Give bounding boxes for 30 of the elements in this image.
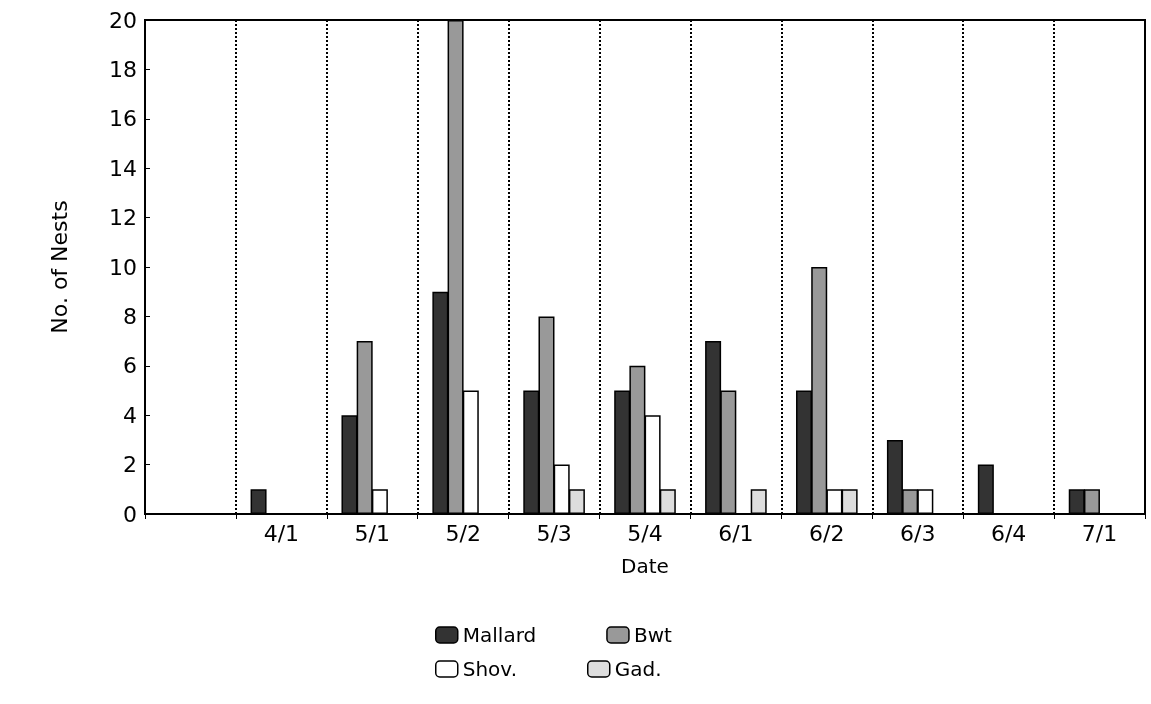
bar [977,464,994,514]
y-tick-label: 12 [109,205,137,231]
y-axis-title: No. of Nests [46,200,72,334]
y-tick-label: 2 [123,452,137,478]
y-tick-label: 0 [123,501,137,527]
x-axis-title: Date [621,554,669,578]
y-tick-label: 20 [109,7,137,33]
x-tick-label: 6/1 [718,520,754,546]
x-tick-label: 5/1 [354,520,390,546]
x-tick-label: 5/2 [445,520,481,546]
y-tick-label: 14 [109,155,137,181]
legend-label: Bwt [633,623,673,647]
x-tick-label: 5/3 [536,520,572,546]
bar [750,489,767,514]
x-tick-label: 6/4 [990,520,1027,546]
x-tick-label: 5/4 [627,520,663,546]
x-tick-label: 4/1 [263,520,300,546]
bar [250,489,267,514]
y-tick-label: 18 [109,56,137,82]
x-tick-label: 7/1 [1081,520,1118,546]
y-tick-label: 10 [109,254,137,280]
y-tick-label: 4 [123,402,137,428]
y-tick-label: 8 [123,303,137,329]
x-tick-label: 6/3 [900,520,936,546]
x-tick-label: 6/2 [809,520,845,546]
y-tick-label: 6 [123,353,137,379]
legend-label: Mallard [462,623,537,647]
legend-label: Shov. [462,657,517,681]
y-tick-label: 16 [109,106,137,132]
legend-label: Gad. [614,657,662,681]
